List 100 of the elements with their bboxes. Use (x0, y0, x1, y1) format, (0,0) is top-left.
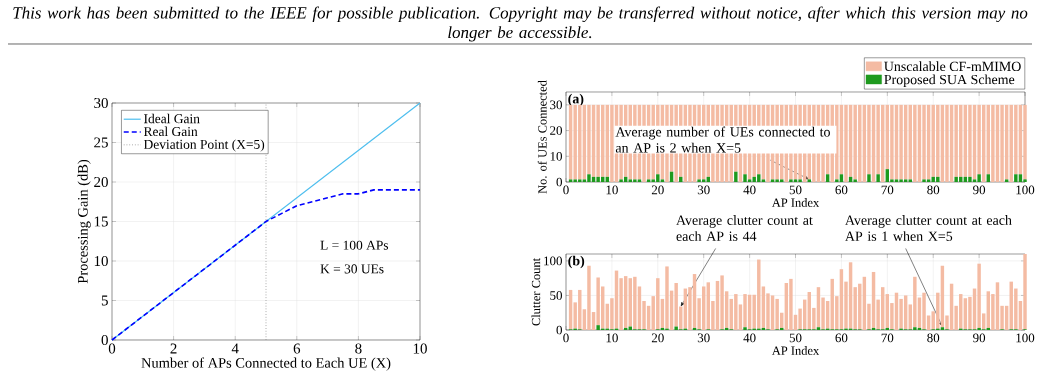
bar (646, 179, 651, 182)
bar (894, 179, 899, 182)
bar (913, 327, 917, 330)
bar (1023, 254, 1027, 330)
annotation: (b) (568, 255, 585, 269)
bar (968, 104, 972, 177)
bar (1023, 104, 1027, 180)
bar (908, 179, 912, 182)
x-tick-label: 4 (231, 343, 239, 354)
bar (743, 174, 747, 182)
annotation: Average clutter count at each AP is 1 when X=5 (845, 215, 1012, 241)
x-tick-label: 10 (606, 185, 618, 195)
bar (596, 176, 600, 182)
legend-label: Ideal Gain (144, 113, 200, 124)
x-tick-label: 40 (743, 333, 756, 343)
y-axis-title: Processing Gain (dB) (77, 159, 91, 284)
bar (665, 266, 669, 329)
x-tick-label: 50 (789, 185, 802, 195)
bar (775, 179, 779, 182)
bar (853, 179, 857, 182)
bar (798, 179, 802, 182)
y-axis-title: Clutter Count (531, 257, 541, 326)
x-tick-label: 40 (743, 185, 756, 195)
y-tick-label: 10 (550, 151, 562, 161)
bar (596, 325, 600, 330)
bar (963, 298, 968, 330)
y-tick-label: 0 (556, 177, 562, 187)
x-tick-label: 0 (563, 333, 569, 343)
bar (1000, 104, 1004, 182)
x-tick-label: 60 (835, 185, 848, 195)
bar (743, 294, 747, 328)
x-tick-label: 80 (927, 185, 940, 195)
text: This work has been submitted to the IEEE for possible publication. Copyright may be transferred without notice, after which this version may no longer be accessible. (13, 6, 1028, 42)
bar (899, 104, 903, 180)
y-tick-label: 25 (94, 137, 108, 148)
bar (633, 179, 637, 182)
bar (816, 327, 821, 330)
bar (770, 179, 775, 182)
bar (734, 171, 738, 182)
bar (922, 179, 926, 182)
annotation: K = 30 UEs (320, 264, 384, 274)
bar (977, 174, 981, 182)
x-tick-label: 0 (108, 343, 116, 354)
bar (674, 283, 678, 327)
y-tick-label: 20 (550, 126, 562, 135)
bar (926, 179, 931, 182)
bar (977, 327, 981, 330)
x-tick-label: 30 (697, 333, 710, 343)
y-tick-label: 30 (94, 97, 108, 109)
x-tick-label: 20 (651, 333, 664, 343)
y-axis-title: No. of UEs Connected (537, 80, 547, 194)
x-tick-label: 50 (789, 333, 802, 343)
bar (637, 179, 642, 182)
bar (954, 176, 958, 182)
x-tick-label: 100 (1016, 185, 1035, 195)
bar (697, 179, 701, 182)
bar (977, 263, 981, 328)
y-tick-label: 15 (94, 216, 108, 227)
x-tick-label: 70 (881, 333, 894, 343)
bar (903, 295, 908, 330)
bar (587, 104, 591, 175)
x-tick-label: 2 (170, 343, 177, 354)
bar (793, 179, 798, 182)
x-tick-label: 60 (835, 333, 848, 343)
bar (876, 174, 880, 182)
bar (701, 179, 706, 182)
bar (913, 276, 917, 328)
y-tick-label: 10 (94, 255, 108, 267)
bar (587, 265, 591, 330)
bar (734, 294, 738, 330)
bar (568, 179, 573, 182)
bar (899, 179, 903, 182)
bar (922, 292, 926, 330)
annotation: Average number of UEs connected to an AP is 2 when X=5 (615, 126, 830, 153)
annotation: L = 100 APs (320, 240, 389, 250)
annotation: (a) (568, 93, 584, 107)
legend-label: Real Gain (143, 126, 198, 137)
x-axis-title: AP Index (771, 198, 820, 207)
x-tick-label: 6 (293, 343, 301, 354)
x-tick-label: 100 (1016, 333, 1035, 343)
bar (839, 269, 844, 330)
bar (1004, 179, 1009, 182)
x-tick-label: 90 (973, 185, 986, 195)
x-tick-label: 8 (355, 343, 362, 354)
bar (619, 179, 623, 182)
x-tick-label: 10 (606, 333, 618, 343)
bar (674, 326, 678, 330)
x-tick-label: 20 (651, 185, 664, 195)
bar (743, 327, 747, 330)
x-tick-label: 30 (697, 185, 710, 195)
annotation: Average clutter count at each AP is 44 (676, 215, 813, 241)
bar (922, 104, 926, 180)
y-tick-label: 5 (101, 295, 108, 306)
legend-label: Unscalable CF-mMIMO (884, 61, 1021, 72)
bar (587, 174, 591, 182)
bar (940, 327, 945, 330)
bar (610, 104, 614, 182)
y-tick-label: 50 (550, 291, 562, 300)
x-tick-label: 70 (881, 185, 894, 195)
x-tick-label: 0 (563, 185, 569, 195)
